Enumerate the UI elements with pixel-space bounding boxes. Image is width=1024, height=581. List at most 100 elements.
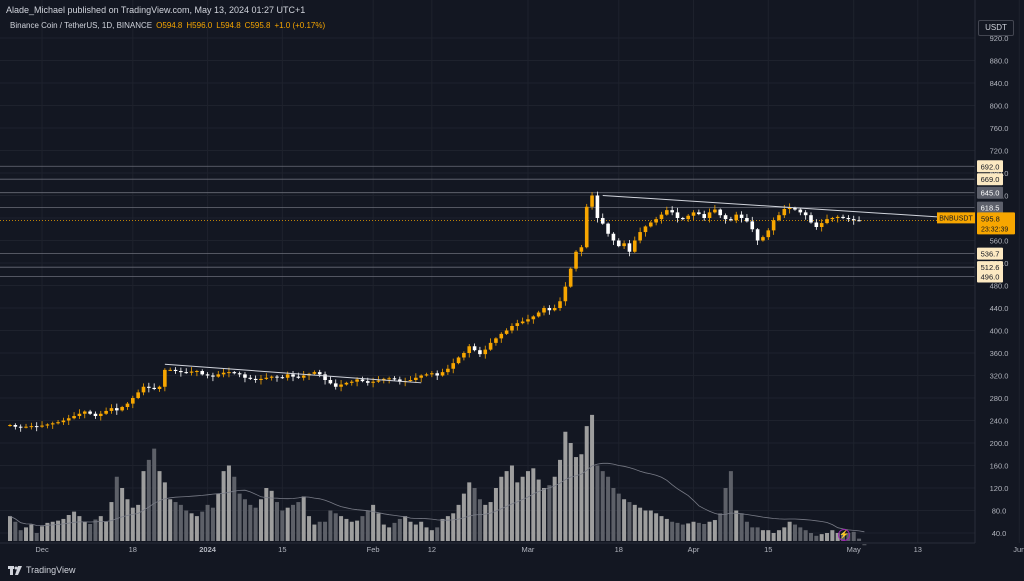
volume-bar bbox=[376, 513, 381, 541]
candle-body bbox=[125, 403, 130, 407]
candle-body bbox=[77, 413, 82, 416]
volume-bar bbox=[483, 504, 488, 541]
volume-bar bbox=[98, 516, 103, 541]
volume-bar bbox=[638, 507, 643, 541]
candle-body bbox=[227, 372, 231, 374]
candle-body bbox=[440, 372, 445, 376]
y-tick-label: 200.0 bbox=[990, 439, 1009, 448]
volume-bar bbox=[18, 530, 23, 541]
volume-bar bbox=[654, 513, 659, 541]
candle-body bbox=[499, 333, 504, 339]
candle-body bbox=[819, 223, 824, 227]
volume-bar bbox=[429, 530, 434, 541]
volume-bar bbox=[750, 527, 755, 541]
tradingview-logo-icon[interactable] bbox=[8, 566, 22, 575]
volume-bar bbox=[232, 476, 237, 541]
volume-bar bbox=[670, 521, 675, 541]
candle-body bbox=[371, 381, 375, 383]
volume-bar bbox=[830, 530, 835, 541]
candle-body bbox=[333, 383, 338, 387]
x-tick-label: Apr bbox=[688, 545, 700, 554]
volume-bar bbox=[275, 502, 279, 541]
candle-body bbox=[275, 376, 279, 378]
candle-body bbox=[632, 240, 637, 252]
volume-bar bbox=[451, 513, 456, 541]
volume-bar bbox=[77, 516, 82, 541]
candle-body bbox=[269, 376, 274, 378]
candle-body bbox=[285, 374, 290, 378]
lightning-icon[interactable]: ⚡ bbox=[838, 529, 850, 541]
volume-bar bbox=[536, 479, 541, 541]
candle-body bbox=[312, 372, 317, 374]
x-tick-label: Dec bbox=[35, 545, 49, 554]
volume-bar bbox=[851, 531, 856, 541]
candle-body bbox=[729, 219, 733, 221]
candle-body bbox=[563, 286, 568, 302]
volume-bar bbox=[825, 533, 830, 541]
symbol-name[interactable]: Binance Coin / TetherUS, 1D, BINANCE bbox=[10, 21, 153, 30]
volume-bar bbox=[477, 499, 482, 541]
volume-bar bbox=[739, 513, 744, 541]
currency-button[interactable]: USDT bbox=[978, 20, 1014, 36]
price-chart[interactable]: 920.0880.0840.0800.0760.0720.0680.0640.0… bbox=[0, 0, 1024, 560]
volume-bar bbox=[419, 521, 424, 541]
volume-bar bbox=[696, 522, 701, 541]
candle-body bbox=[72, 416, 76, 419]
volume-bar bbox=[403, 516, 408, 541]
candle-body bbox=[398, 379, 402, 382]
volume-bar bbox=[835, 533, 840, 541]
candle-body bbox=[456, 357, 461, 364]
level-tag bbox=[977, 270, 1003, 283]
volume-bar bbox=[803, 530, 808, 541]
volume-bar bbox=[258, 499, 263, 541]
volume-bar bbox=[205, 504, 210, 541]
candle-body bbox=[50, 423, 55, 425]
y-tick-label: 800.0 bbox=[990, 102, 1009, 111]
candle-body bbox=[189, 371, 194, 373]
candle-body bbox=[387, 378, 391, 380]
candle-body bbox=[616, 240, 621, 247]
candle-body bbox=[675, 212, 680, 218]
volume-bar bbox=[365, 510, 370, 541]
volume-bar bbox=[307, 516, 312, 541]
candle-body bbox=[835, 216, 840, 218]
candle-body bbox=[291, 374, 295, 377]
candle-body bbox=[365, 381, 370, 383]
candle-body bbox=[750, 221, 755, 230]
volume-bar bbox=[718, 513, 723, 541]
candle-body bbox=[665, 210, 669, 215]
y-tick-label: 440.0 bbox=[990, 304, 1009, 313]
candle-body bbox=[777, 215, 781, 221]
level-tag-label: 512.6 bbox=[981, 263, 1000, 272]
candle-body bbox=[745, 218, 749, 222]
volume-bar bbox=[798, 527, 803, 541]
candle-body bbox=[723, 215, 728, 220]
volume-bar bbox=[189, 513, 194, 541]
candle-body bbox=[718, 209, 723, 216]
level-tag-label: 645.0 bbox=[981, 189, 1000, 198]
volume-bar bbox=[493, 488, 498, 541]
candle-body bbox=[323, 374, 327, 380]
volume-bar bbox=[56, 520, 61, 541]
volume-bar bbox=[563, 431, 568, 541]
volume-ma-line bbox=[9, 462, 865, 533]
volume-bar bbox=[744, 521, 749, 541]
candle-body bbox=[462, 353, 466, 358]
candle-body bbox=[520, 321, 525, 324]
candle-body bbox=[56, 422, 60, 424]
volume-bar bbox=[264, 488, 269, 541]
x-tick-label: 13 bbox=[914, 545, 922, 554]
level-tag bbox=[977, 173, 1003, 186]
volume-bar bbox=[387, 527, 392, 541]
candle-body bbox=[552, 308, 557, 311]
candle-body bbox=[184, 372, 189, 374]
volume-bar bbox=[355, 520, 360, 541]
brand-name[interactable]: TradingView bbox=[26, 565, 76, 575]
volume-bar bbox=[360, 516, 365, 541]
candle-body bbox=[131, 398, 135, 404]
volume-bar bbox=[776, 530, 781, 541]
volume-bar bbox=[381, 524, 386, 541]
candle-body bbox=[339, 384, 343, 387]
volume-bar bbox=[13, 521, 18, 541]
y-tick-label: 240.0 bbox=[990, 417, 1009, 426]
